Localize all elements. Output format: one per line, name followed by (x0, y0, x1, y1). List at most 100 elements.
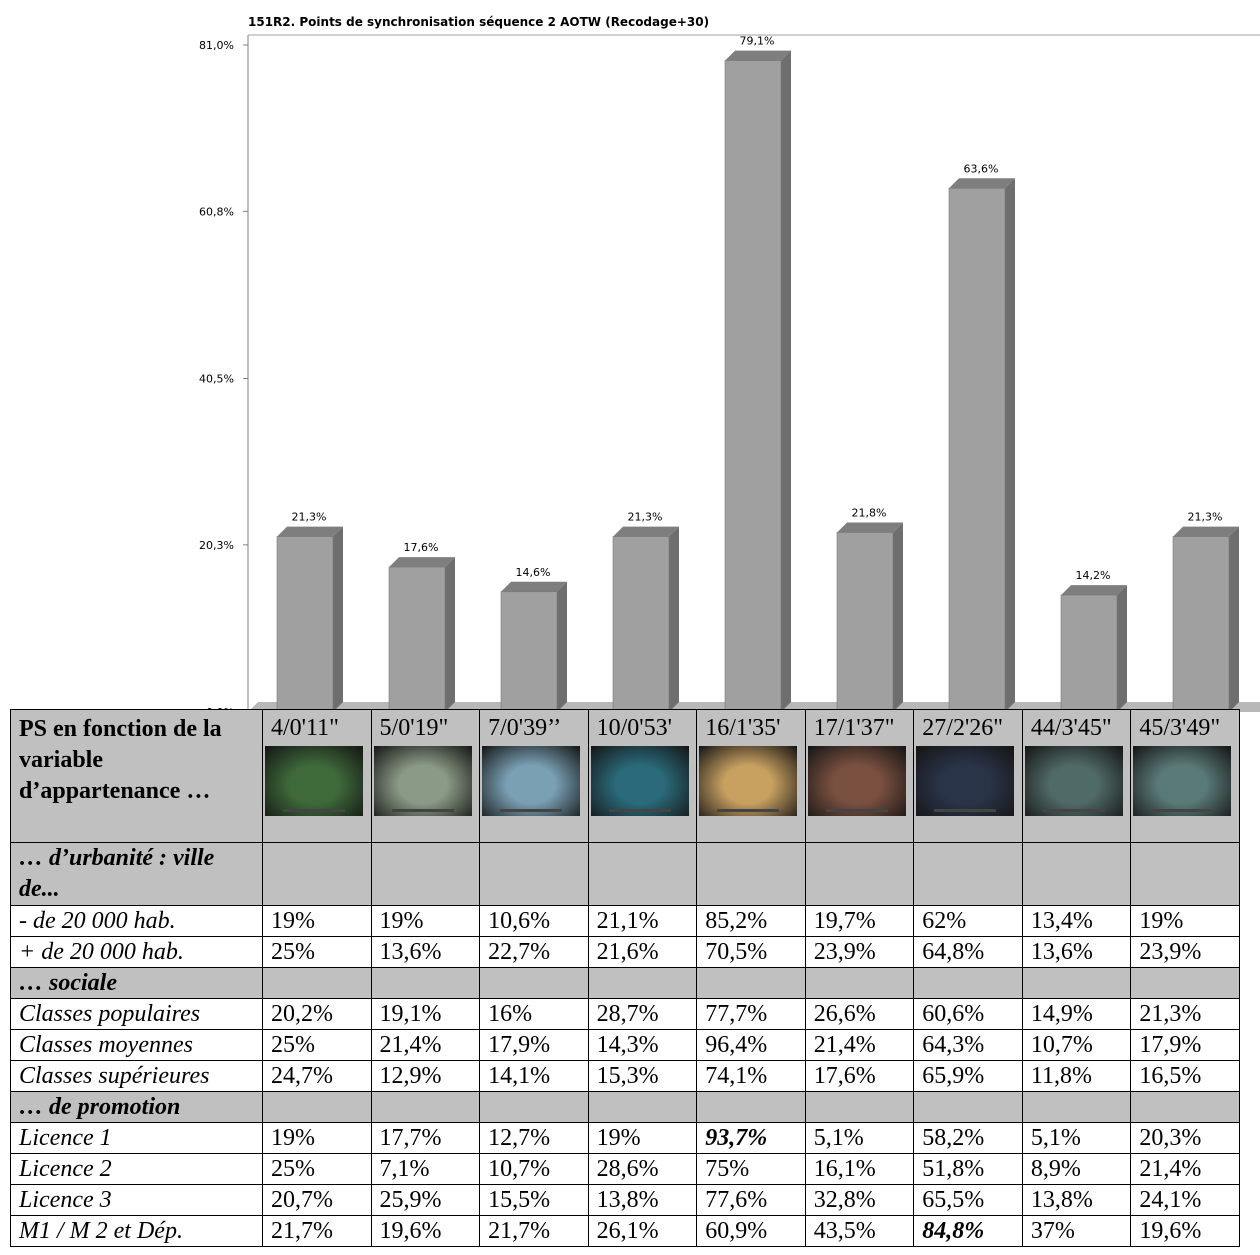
table-cell: 28,6% (587, 1153, 698, 1185)
table-cell: 25,9% (370, 1184, 481, 1216)
table-cell: 64,3% (913, 1029, 1023, 1061)
table-cell (1130, 1091, 1240, 1123)
bar (612, 536, 670, 712)
row-label: Classes moyennes (10, 1029, 263, 1061)
bar (500, 591, 558, 712)
table-cell: 77,6% (696, 1184, 806, 1216)
table-cell: 65,5% (913, 1184, 1023, 1216)
row-label: Licence 2 (10, 1153, 263, 1185)
bar-value-label: 14,2% (1076, 569, 1111, 582)
bar-group: 21,3% (612, 511, 679, 712)
bar-chart: 151R2. Points de synchronisation séquenc… (199, 15, 1260, 712)
scene-thumbnail-image (265, 746, 363, 816)
table-cell (587, 842, 698, 906)
ps-table-container: PS en fonction de la variable d’apparten… (10, 709, 1240, 1247)
table-row: Classes moyennes 25% 21,4% 17,9% 14,3% 96,4% 2… (10, 1029, 1240, 1061)
table-cell: 65,9% (913, 1060, 1023, 1092)
table-cell: 37% (1021, 1215, 1132, 1247)
column-header: 16/1'35' (696, 709, 806, 843)
section-row: … d’urbanité : ville de... (10, 842, 1240, 906)
bar (1060, 594, 1118, 712)
column-header: 5/0'19" (370, 709, 481, 843)
scene-thumbnail-image (1133, 746, 1232, 816)
column-header-label: 17/1'37" (813, 715, 895, 741)
y-tick-label: 60,8% (199, 205, 234, 218)
section-label: … d’urbanité : ville de... (10, 842, 263, 906)
bar-group: 21,3% (1172, 511, 1239, 712)
table-cell (1021, 1091, 1132, 1123)
table-cell (479, 967, 589, 999)
table-cell: 13,6% (370, 936, 481, 968)
bar-group: 21,8% (836, 506, 903, 712)
table-cell (370, 842, 481, 906)
table-cell: 60,6% (913, 998, 1023, 1030)
table-cell: 13,8% (1021, 1184, 1132, 1216)
bar-value-label: 21,3% (292, 511, 327, 524)
table-cell: 17,9% (479, 1029, 589, 1061)
table-cell: 21,4% (804, 1029, 915, 1061)
chart-title: 151R2. Points de synchronisation séquenc… (248, 15, 709, 29)
scene-thumbnail-image (373, 746, 472, 816)
table-cell: 58,2% (913, 1122, 1023, 1154)
row-label: + de 20 000 hab. (10, 936, 263, 968)
column-header-label: 7/0'39’’ (488, 715, 562, 741)
table-cell: 25% (262, 936, 372, 968)
bar-side (781, 50, 791, 712)
column-header: 45/3'49" (1130, 709, 1240, 843)
row-label: Classes supérieures (10, 1060, 263, 1092)
bars: 21,3% 17,6% 14,6% 21,3% 79,1% 21,8% 63,6% 14,2%… (276, 35, 1239, 712)
table-cell: 51,8% (913, 1153, 1023, 1185)
table-cell: 13,8% (587, 1184, 698, 1216)
table-cell (262, 842, 372, 906)
table-cell: 17,7% (370, 1122, 481, 1154)
table-cell: 21,4% (1130, 1153, 1240, 1185)
table-cell (587, 967, 698, 999)
table-cell: 23,9% (804, 936, 915, 968)
column-header-label: 16/1'35' (705, 715, 781, 741)
table-row: - de 20 000 hab. 19% 19% 10,6% 21,1% 85,2% 19,… (10, 905, 1240, 937)
scene-thumbnail-image (807, 746, 906, 816)
bar-top (725, 50, 791, 61)
table-cell: 10,7% (479, 1153, 589, 1185)
bar-group: 17,6% (388, 541, 455, 712)
table-cell (696, 967, 806, 999)
bar-top (277, 526, 343, 537)
bar-value-label: 63,6% (964, 162, 999, 175)
bar-side (333, 526, 343, 712)
table-cell (479, 842, 589, 906)
bar-side (669, 526, 679, 712)
table-cell (696, 1091, 806, 1123)
bar-value-label: 79,1% (740, 35, 775, 48)
table-cell: 19% (370, 905, 481, 937)
table-cell: 16,1% (804, 1153, 915, 1185)
column-header: 27/2'26" (913, 709, 1023, 843)
table-cell: 12,7% (479, 1122, 589, 1154)
table-cell: 43,5% (804, 1215, 915, 1247)
table-cell: 74,1% (696, 1060, 806, 1092)
bar-top (949, 178, 1015, 189)
table-cell (913, 1091, 1023, 1123)
bar (276, 536, 334, 712)
bar-top (1173, 526, 1239, 537)
table-cell: 24,7% (262, 1060, 372, 1092)
scene-thumbnail-image (590, 746, 689, 816)
column-header-label: 4/0'11" (271, 715, 339, 741)
table-row: Classes supérieures 24,7% 12,9% 14,1% 15,3% 7… (10, 1060, 1240, 1092)
table-row: Licence 1 19% 17,7% 12,7% 19% 93,7% 5,1% 58,2% 5… (10, 1122, 1240, 1154)
table-cell: 17,6% (804, 1060, 915, 1092)
y-tick-label: 40,5% (199, 373, 234, 386)
column-header: 4/0'11" (262, 709, 372, 843)
table-cell: 96,4% (696, 1029, 806, 1061)
table-cell: 13,6% (1021, 936, 1132, 968)
table-row: Licence 3 20,7% 25,9% 15,5% 13,8% 77,6% 32,8% 6… (10, 1184, 1240, 1216)
bar-side (445, 557, 455, 712)
table-cell: 15,3% (587, 1060, 698, 1092)
bar-group: 79,1% (724, 35, 791, 712)
row-label: M1 / M 2 et Dép. (10, 1215, 263, 1247)
table-cell: 19,1% (370, 998, 481, 1030)
y-tick-label: 81,0% (199, 39, 234, 52)
table-cell: 16,5% (1130, 1060, 1240, 1092)
row-label: - de 20 000 hab. (10, 905, 263, 937)
table-cell (1021, 842, 1132, 906)
table-cell: 84,8% (913, 1215, 1023, 1247)
